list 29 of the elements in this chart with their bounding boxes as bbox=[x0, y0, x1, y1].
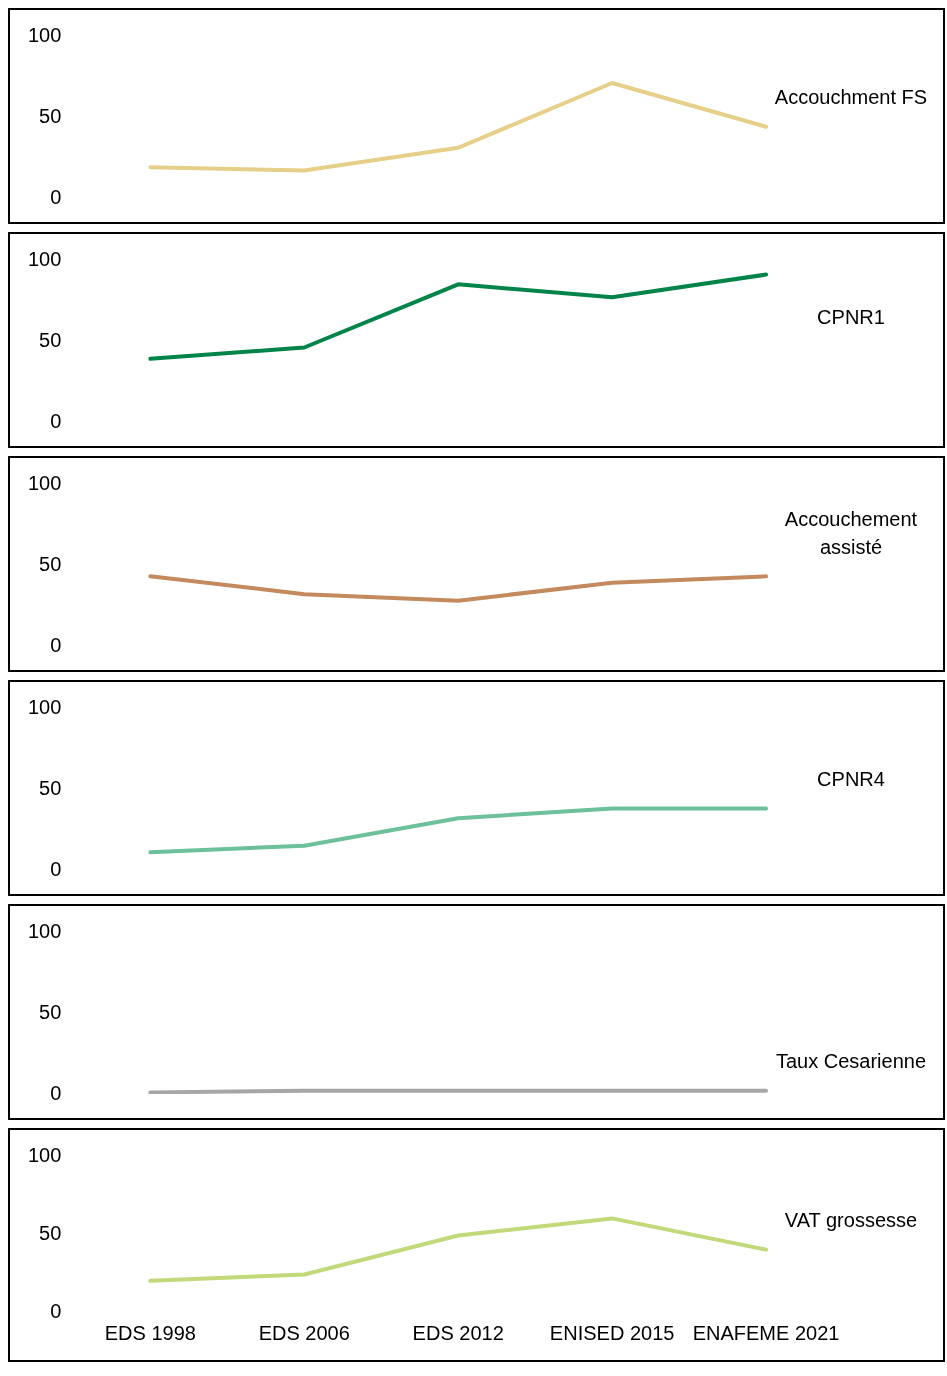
x-tick-label: EDS 2012 bbox=[412, 1321, 504, 1344]
y-tick-label: 0 bbox=[50, 633, 62, 656]
y-tick-label: 100 bbox=[27, 23, 62, 46]
text: CPNR1 bbox=[817, 306, 885, 329]
y-tick-label: 100 bbox=[27, 919, 62, 942]
y-tick-label: 100 bbox=[27, 695, 62, 718]
y-tick-label: 50 bbox=[39, 776, 62, 799]
x-tick-label: ENAFEME 2021 bbox=[692, 1321, 840, 1344]
series-label: Accouchement assisté bbox=[784, 507, 918, 558]
x-tick-label: ENISED 2015 bbox=[549, 1321, 675, 1344]
y-tick-label: 0 bbox=[50, 409, 62, 432]
y-tick-label: 100 bbox=[27, 1143, 62, 1166]
y-tick-label: 50 bbox=[39, 104, 62, 127]
series-label: Taux Cesarienne bbox=[775, 1050, 927, 1073]
y-tick-label: 100 bbox=[27, 471, 62, 494]
y-tick-label: 50 bbox=[39, 1221, 62, 1244]
x-tick-label: EDS 2006 bbox=[258, 1321, 350, 1344]
series-label: Accouchment FS bbox=[774, 86, 928, 109]
x-tick-label: EDS 1998 bbox=[104, 1321, 196, 1344]
y-tick-label: 0 bbox=[50, 857, 62, 880]
y-tick-label: 100 bbox=[27, 247, 62, 270]
y-tick-label: 50 bbox=[39, 328, 62, 351]
y-tick-label: 0 bbox=[50, 185, 62, 208]
series-label: VAT grossesse bbox=[784, 1209, 918, 1232]
y-tick-label: 0 bbox=[50, 1081, 62, 1104]
text: CPNR4 bbox=[817, 767, 885, 790]
y-tick-label: 50 bbox=[39, 1000, 62, 1023]
y-tick-label: 50 bbox=[39, 552, 62, 575]
y-tick-label: 0 bbox=[50, 1299, 62, 1322]
